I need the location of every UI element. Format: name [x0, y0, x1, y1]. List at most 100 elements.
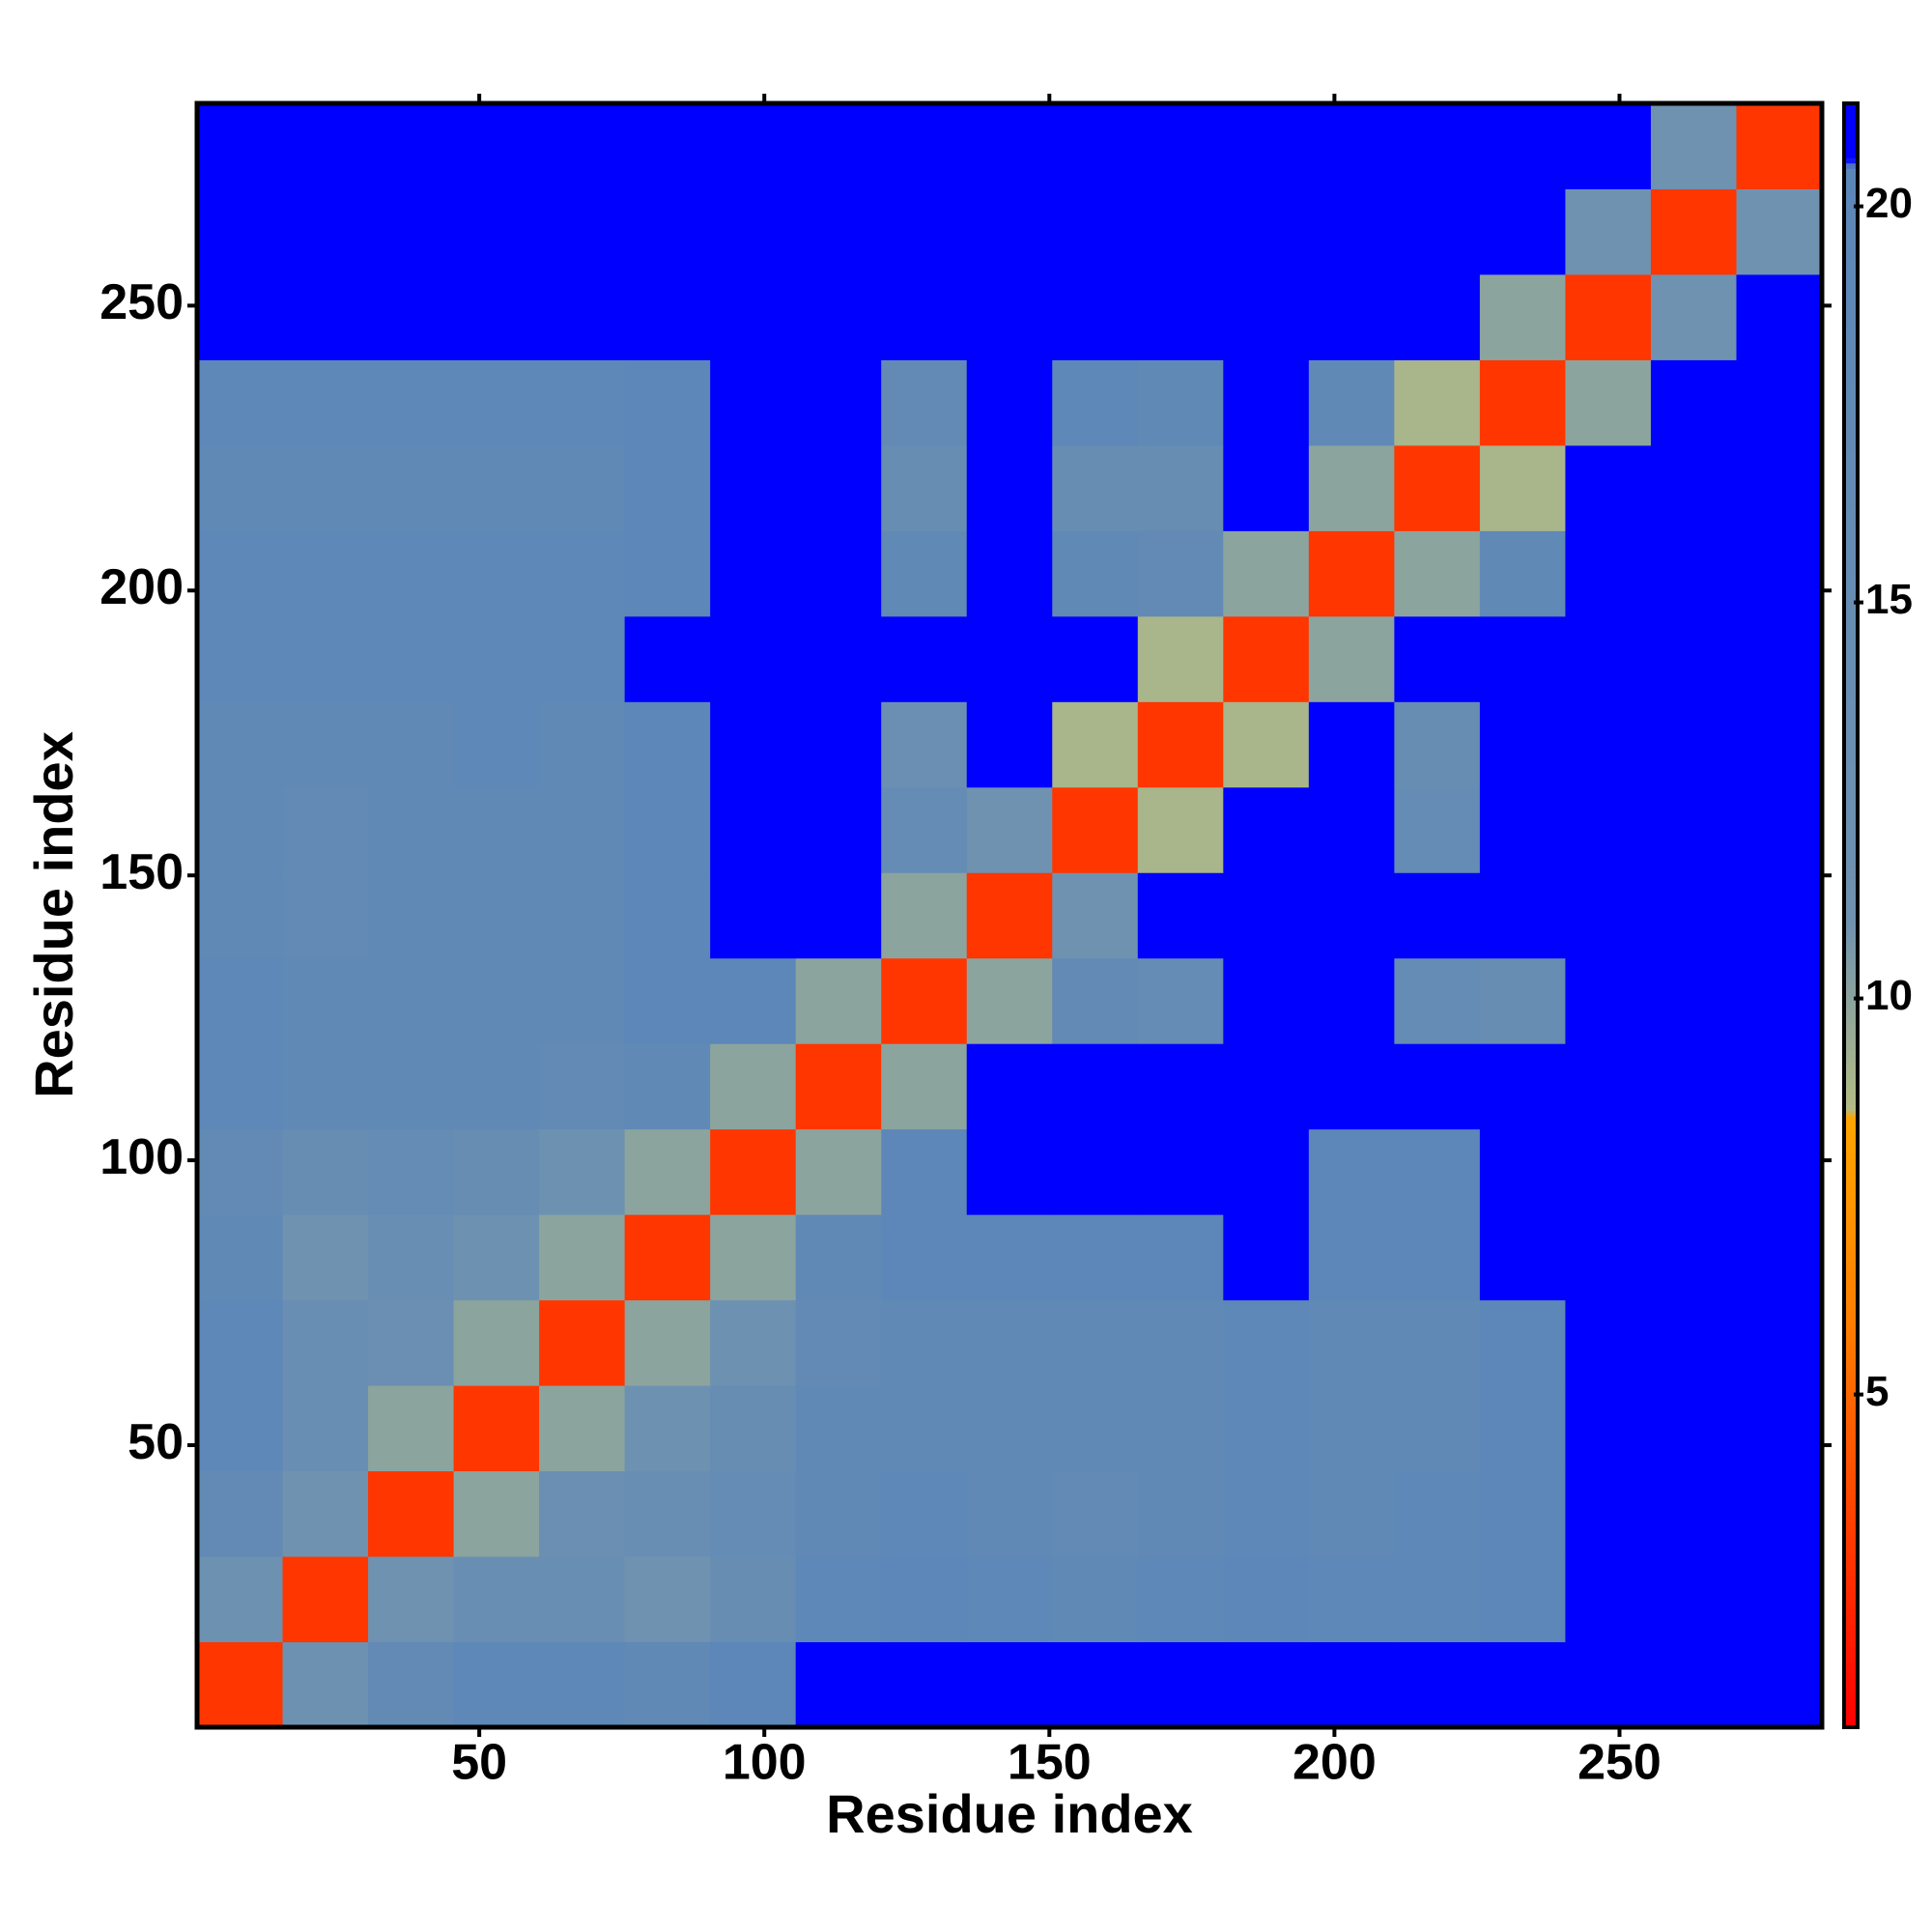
- colorbar-step: [1844, 1597, 1858, 1604]
- heatmap-cell: [795, 530, 882, 617]
- heatmap-cell: [1565, 872, 1652, 959]
- colorbar-step: [1844, 352, 1858, 358]
- heatmap-cell: [282, 444, 369, 531]
- heatmap-cell: [966, 1128, 1053, 1215]
- colorbar-step: [1844, 135, 1858, 142]
- colorbar-step: [1844, 693, 1858, 699]
- colorbar-step: [1844, 1570, 1858, 1577]
- colorbar-step: [1844, 1358, 1858, 1366]
- colorbar-step: [1844, 1131, 1858, 1138]
- heatmap-cell: [1479, 872, 1566, 959]
- colorbar-step: [1844, 1223, 1858, 1231]
- heatmap-cell: [197, 1470, 284, 1557]
- colorbar-step: [1844, 1272, 1858, 1279]
- heatmap-cell: [1052, 1214, 1139, 1301]
- colorbar-step: [1844, 444, 1858, 451]
- heatmap-cell: [1137, 1641, 1224, 1728]
- heatmap-cell: [197, 273, 284, 360]
- heatmap-cell: [1223, 1128, 1310, 1215]
- heatmap-cell: [1308, 872, 1395, 959]
- heatmap-cell: [881, 615, 968, 702]
- colorbar-step: [1844, 449, 1858, 456]
- colorbar-step: [1844, 785, 1858, 792]
- colorbar-step: [1844, 114, 1858, 121]
- heatmap-cell: [1223, 872, 1310, 959]
- colorbar-step: [1844, 276, 1858, 283]
- heatmap-cell: [795, 957, 882, 1044]
- colorbar-step: [1844, 742, 1858, 749]
- heatmap-cell: [1137, 530, 1224, 617]
- heatmap-cell: [453, 701, 540, 788]
- colorbar-step: [1844, 990, 1858, 998]
- heatmap-cell: [1565, 1043, 1652, 1130]
- heatmap-cell: [1137, 103, 1224, 189]
- heatmap-cell: [1223, 1214, 1310, 1301]
- x-axis-label: Residue index: [826, 1783, 1193, 1844]
- heatmap-cell: [624, 444, 711, 531]
- colorbar-step: [1844, 1245, 1858, 1252]
- colorbar-step: [1844, 1532, 1858, 1539]
- colorbar-step: [1844, 1705, 1858, 1712]
- colorbar-step: [1844, 1505, 1858, 1512]
- heatmap-cell: [539, 273, 626, 360]
- colorbar-step: [1844, 1299, 1858, 1306]
- heatmap-cell: [1052, 615, 1139, 702]
- colorbar-step: [1844, 1126, 1858, 1133]
- heatmap-cell: [966, 701, 1053, 788]
- heatmap-cell: [1052, 1299, 1139, 1386]
- heatmap-cell: [881, 1641, 968, 1728]
- colorbar-step: [1844, 1456, 1858, 1463]
- heatmap-cell: [624, 103, 711, 189]
- heatmap-cell: [453, 273, 540, 360]
- colorbar-step: [1844, 146, 1858, 154]
- colorbar-step: [1844, 1012, 1858, 1019]
- colorbar-step: [1844, 1380, 1858, 1387]
- heatmap-cell: [1052, 1641, 1139, 1728]
- colorbar-step: [1844, 1321, 1858, 1327]
- heatmap-cell: [197, 1043, 284, 1130]
- colorbar-step: [1844, 931, 1858, 938]
- colorbar-step: [1844, 1370, 1858, 1377]
- heatmap-cell: [624, 1641, 711, 1728]
- heatmap-cell: [1565, 1556, 1652, 1643]
- heatmap-cell: [282, 1043, 369, 1130]
- colorbar-step: [1844, 1121, 1858, 1127]
- heatmap-cell: [881, 103, 968, 189]
- heatmap-cell: [1308, 1299, 1395, 1386]
- heatmap-cell: [1650, 957, 1737, 1044]
- colorbar-step: [1844, 1289, 1858, 1295]
- colorbar-step: [1844, 547, 1858, 554]
- colorbar-step: [1844, 925, 1858, 932]
- heatmap-cell: [1650, 786, 1737, 873]
- colorbar-step: [1844, 617, 1858, 624]
- heatmap-cell: [453, 1299, 540, 1386]
- colorbar-step: [1844, 671, 1858, 678]
- heatmap-cell: [539, 103, 626, 189]
- heatmap-cell: [1052, 701, 1139, 788]
- heatmap-cell: [624, 1556, 711, 1643]
- heatmap-cell: [1137, 359, 1224, 446]
- heatmap-cell: [539, 701, 626, 788]
- colorbar-step: [1844, 1331, 1858, 1339]
- heatmap-cell: [966, 103, 1053, 189]
- colorbar-step: [1844, 563, 1858, 570]
- heatmap-cell: [1137, 1214, 1224, 1301]
- colorbar-step: [1844, 227, 1858, 235]
- heatmap-cell: [1479, 1641, 1566, 1728]
- heatmap-cell: [282, 701, 369, 788]
- heatmap-cell: [1052, 957, 1139, 1044]
- colorbar-step: [1844, 1375, 1858, 1381]
- colorbar-step: [1844, 152, 1858, 158]
- colorbar-step: [1844, 330, 1858, 337]
- heatmap-cell: [539, 1385, 626, 1472]
- colorbar-step: [1844, 1624, 1858, 1631]
- heatmap-cell: [966, 957, 1053, 1044]
- heatmap-cell: [1479, 1385, 1566, 1472]
- heatmap-cell: [710, 359, 797, 446]
- heatmap-cell: [1565, 701, 1652, 788]
- colorbar-step: [1844, 308, 1858, 316]
- colorbar-step: [1844, 395, 1858, 402]
- heatmap-cell: [710, 1470, 797, 1557]
- colorbar-step: [1844, 320, 1858, 327]
- colorbar-step: [1844, 530, 1858, 537]
